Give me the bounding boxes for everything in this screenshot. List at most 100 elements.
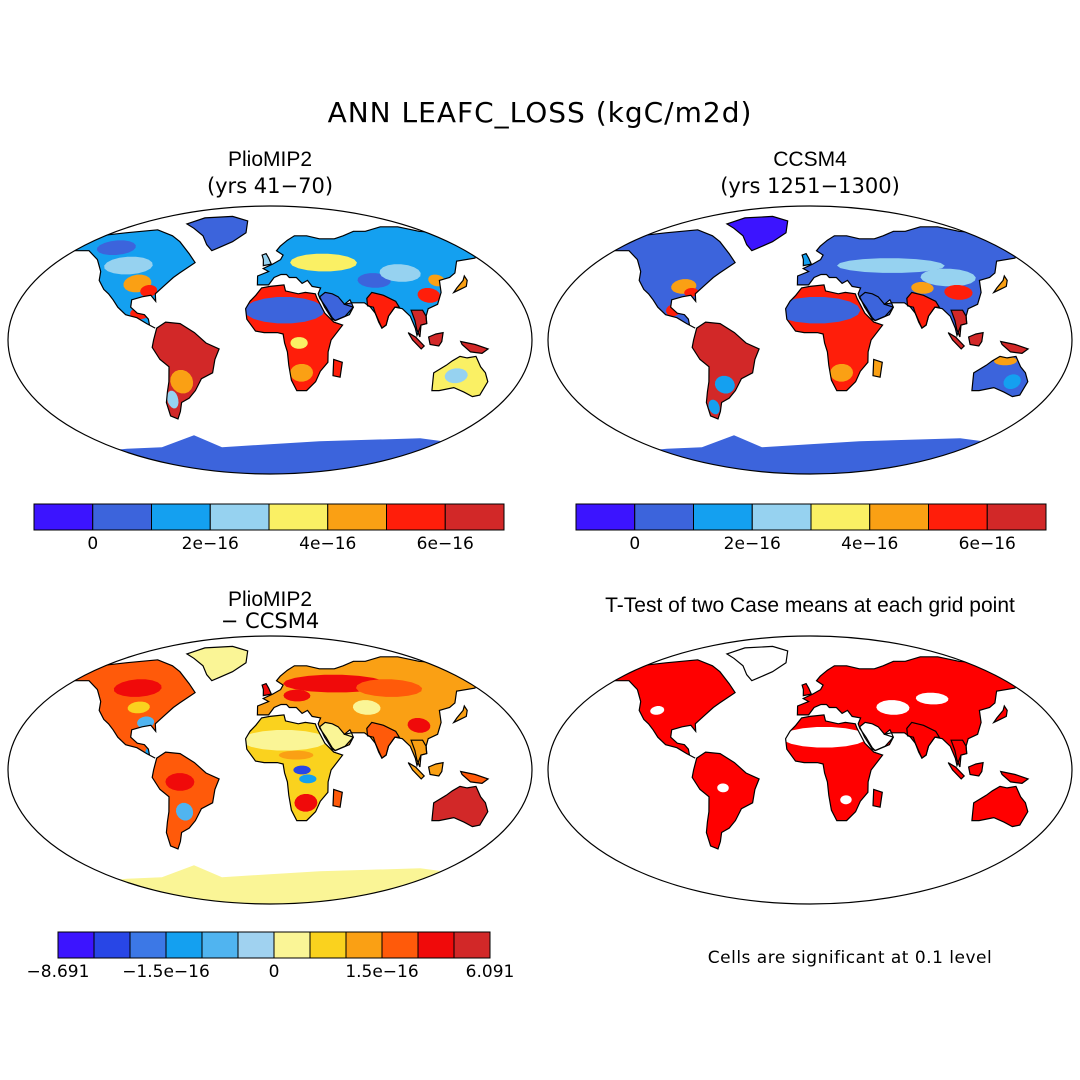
coastline-arabia xyxy=(318,721,354,752)
colorbar-swatch xyxy=(986,503,1047,531)
field-patch xyxy=(290,364,314,382)
colorbar-swatch xyxy=(634,503,694,531)
land-eurasia xyxy=(797,226,1035,336)
land-greenland xyxy=(726,646,788,681)
colorbar-swatch xyxy=(165,931,203,959)
coastline-africa xyxy=(784,284,884,392)
land-samerica xyxy=(692,752,760,849)
field-patch xyxy=(290,253,357,272)
field-patch xyxy=(104,256,153,275)
tick-label: 1.5e−16 xyxy=(345,962,419,982)
colorbar-ticks-ccsm4: 0 2e−16 4e−16 6e−16 xyxy=(576,534,1046,558)
field-patch xyxy=(840,795,852,805)
coastline-japan xyxy=(452,704,468,724)
land-seasia xyxy=(411,740,427,767)
field-patch xyxy=(170,370,194,394)
land-australia xyxy=(431,786,488,827)
coastline-greenland xyxy=(725,645,789,682)
coastline-australia xyxy=(431,785,489,828)
coastline-newguinea xyxy=(459,770,490,785)
field-patch xyxy=(244,297,325,324)
land-seasia xyxy=(951,310,967,337)
land-namerica xyxy=(57,229,196,329)
coastline-samerica xyxy=(691,321,760,420)
land-newguinea xyxy=(1000,341,1029,354)
map-difference xyxy=(7,635,533,905)
colorbar-swatch xyxy=(209,503,270,531)
field-patch xyxy=(290,337,308,349)
field-patch xyxy=(920,268,976,287)
panel-subtitle-pliomip2: (yrs 41−70) xyxy=(206,174,334,198)
field-patch xyxy=(294,794,318,812)
coastline-greenland xyxy=(185,215,249,252)
coastline-samerica xyxy=(151,751,220,850)
colorbar-swatch xyxy=(92,503,152,531)
coastline-namerica xyxy=(596,659,736,759)
land-newguinea xyxy=(1000,771,1029,784)
land-sumatra xyxy=(948,332,965,349)
map-frame xyxy=(547,205,1073,475)
panel-title-ccsm4: CCSM4 xyxy=(773,148,847,171)
field-patch xyxy=(714,375,735,394)
land-seasia xyxy=(951,740,967,767)
land-madagascar xyxy=(333,789,343,808)
colorbar-swatch xyxy=(129,931,167,959)
field-patch xyxy=(407,718,431,733)
coastline-japan xyxy=(992,274,1008,294)
field-patch xyxy=(379,264,421,282)
map-frame xyxy=(7,635,533,905)
tick-label: 4e−16 xyxy=(299,534,357,554)
land-india xyxy=(906,292,940,329)
coastline-australia xyxy=(431,355,489,398)
map-pliomip2 xyxy=(7,205,533,475)
tick-label: 6e−16 xyxy=(958,534,1016,554)
field-patch xyxy=(650,706,665,715)
colorbar-swatch xyxy=(309,931,347,959)
colorbar-swatch xyxy=(345,931,383,959)
colorbar-pliomip2 xyxy=(33,503,505,531)
coastline-newguinea xyxy=(999,340,1030,355)
colorbar-swatch xyxy=(268,503,329,531)
land-greenland xyxy=(726,216,788,251)
land-namerica xyxy=(597,659,736,759)
coastline-australia xyxy=(971,355,1029,398)
colorbar-swatch xyxy=(201,931,239,959)
land-eurasia xyxy=(797,656,1035,766)
coastline-africa xyxy=(244,284,344,392)
land-seasia xyxy=(411,310,427,337)
land-madagascar xyxy=(873,789,883,808)
coastline-sumatra xyxy=(947,332,966,350)
coastline-greenland xyxy=(185,645,249,682)
field-patch xyxy=(352,700,381,715)
field-patch xyxy=(444,368,468,384)
colorbar-swatch xyxy=(869,503,929,531)
coastline-borneo xyxy=(427,331,444,347)
tick-label: 4e−16 xyxy=(841,534,899,554)
coastline-sumatra xyxy=(407,332,426,350)
coastline-namerica xyxy=(56,229,196,329)
coastline-seasia xyxy=(410,739,428,768)
coastline-seasia xyxy=(410,309,428,338)
colorbar-ccsm4 xyxy=(575,503,1047,531)
land-uk xyxy=(262,683,272,696)
land-india xyxy=(366,722,400,759)
colorbar-swatch xyxy=(151,503,211,531)
tick-label: −8.691 xyxy=(26,962,90,982)
colorbar-swatch xyxy=(273,931,311,959)
field-patch xyxy=(127,701,150,714)
field-patch xyxy=(774,297,861,324)
coastline-uk xyxy=(261,252,273,267)
coastline-greenland xyxy=(725,215,789,252)
field-patch xyxy=(299,774,317,784)
coastline-india xyxy=(366,721,401,759)
coastline-arabia xyxy=(318,291,354,322)
land-namerica xyxy=(597,229,736,329)
field-patch xyxy=(176,802,194,821)
field-patch xyxy=(165,773,195,791)
panel-title-pliomip2: PlioMIP2 xyxy=(227,148,313,171)
colorbar-swatch xyxy=(237,931,275,959)
colorbar-swatch xyxy=(417,931,455,959)
field-patch xyxy=(915,692,949,705)
colorbar-ticks-difference: −8.691 −1.5e−16 0 1.5e−16 6.091 xyxy=(27,962,515,986)
coastline-sumatra xyxy=(947,762,966,780)
